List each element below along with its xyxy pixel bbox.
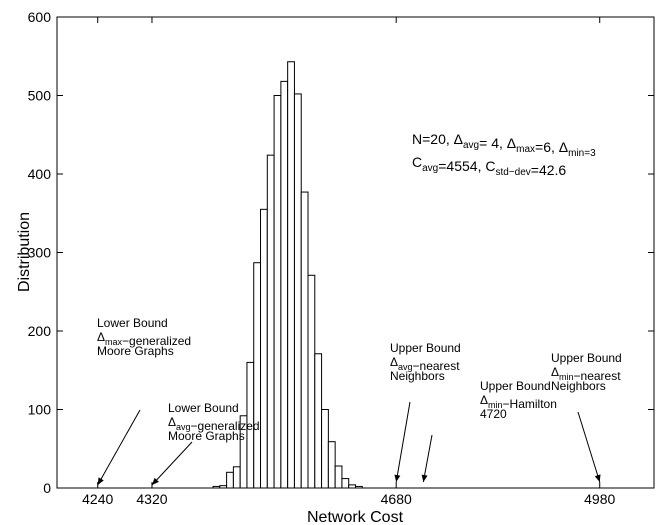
x-tick-label: 4240 [82,491,113,507]
histogram-bar [348,484,357,489]
annotation-arrowhead [421,474,428,482]
histogram-bar [334,465,343,489]
histogram-bar [232,466,241,489]
annotation-arrow [97,409,141,486]
histogram-bar [287,61,295,489]
y-tick-label: 300 [28,245,52,261]
annotation-line: Neighbors [551,379,606,393]
annotation-line: Lower Bound [168,401,239,415]
histogram-bar [355,485,363,489]
annotation-arrowhead [594,474,601,482]
y-tick-label: 400 [28,166,52,182]
y-tick-label: 0 [43,480,51,496]
x-tick-label: 4320 [136,491,167,507]
annotation-line: Neighbors [390,369,445,383]
annotation-arrowhead [394,474,401,482]
histogram-bar [321,409,329,489]
histogram-bar [273,95,282,489]
histogram-bar [226,471,234,489]
plot-area [56,16,655,489]
annotation-arrowhead [151,477,159,485]
annotation-arrow [395,401,411,483]
histogram-bar [341,478,350,489]
histogram-bar [212,485,221,489]
histogram-bar [307,274,316,489]
annotation-line: Δmax−generalized [97,330,191,348]
ticks-group: 4240 4320 4680 4980 0 100 200 300 400 500 600 [28,9,654,507]
histogram-bar [253,262,262,489]
annotation-line: Moore Graphs [168,429,245,443]
annotation-line: Δmin−Hamilton [480,393,557,411]
histogram-bar [260,208,268,489]
annotation-line: Upper Bound [390,341,461,355]
annotation-arrow [422,434,433,483]
annotation-arrow [151,441,193,486]
bars-group [212,61,363,489]
annotation-line: Δmin−nearest [551,365,621,383]
y-tick-label: 200 [28,323,52,339]
y-axis-label: Distribution [16,212,33,292]
histogram-bar [219,485,228,489]
histogram-bar [300,191,309,489]
histogram-bar [293,93,302,489]
annotation-line: Lower Bound [97,316,168,330]
x-tick-label: 4980 [584,491,615,507]
histogram-bar [266,154,275,489]
annotation-line: Moore Graphs [97,344,174,358]
annotation-line: Upper Bound [551,351,622,365]
annotation-line: Δavg−nearest [390,355,460,373]
stats-line: N=20, Δavg= 4, Δmax=6, Δmin=3 [412,131,596,159]
histogram-bar [314,353,323,489]
histogram-bar [280,80,289,489]
x-tick-label: 4680 [381,491,412,507]
annotation-arrow [577,411,601,483]
x-axis-label: Network Cost [307,509,404,525]
annotation-line: Δavg−generalized [168,415,260,433]
annotation-line: Upper Bound [480,379,551,393]
y-tick-label: 100 [28,402,52,418]
y-tick-label: 600 [28,9,52,25]
y-tick-label: 500 [28,88,52,104]
stats-line: Cavg=4554, Cstd−dev=42.6 [412,154,566,178]
histogram-bar [327,441,336,489]
annotation-arrowhead [97,477,104,485]
annotations-group: N=20, Δavg= 4, Δmax=6, Δmin=3Cavg=4554, … [97,131,622,486]
annotation-line: 4720 [480,407,507,421]
